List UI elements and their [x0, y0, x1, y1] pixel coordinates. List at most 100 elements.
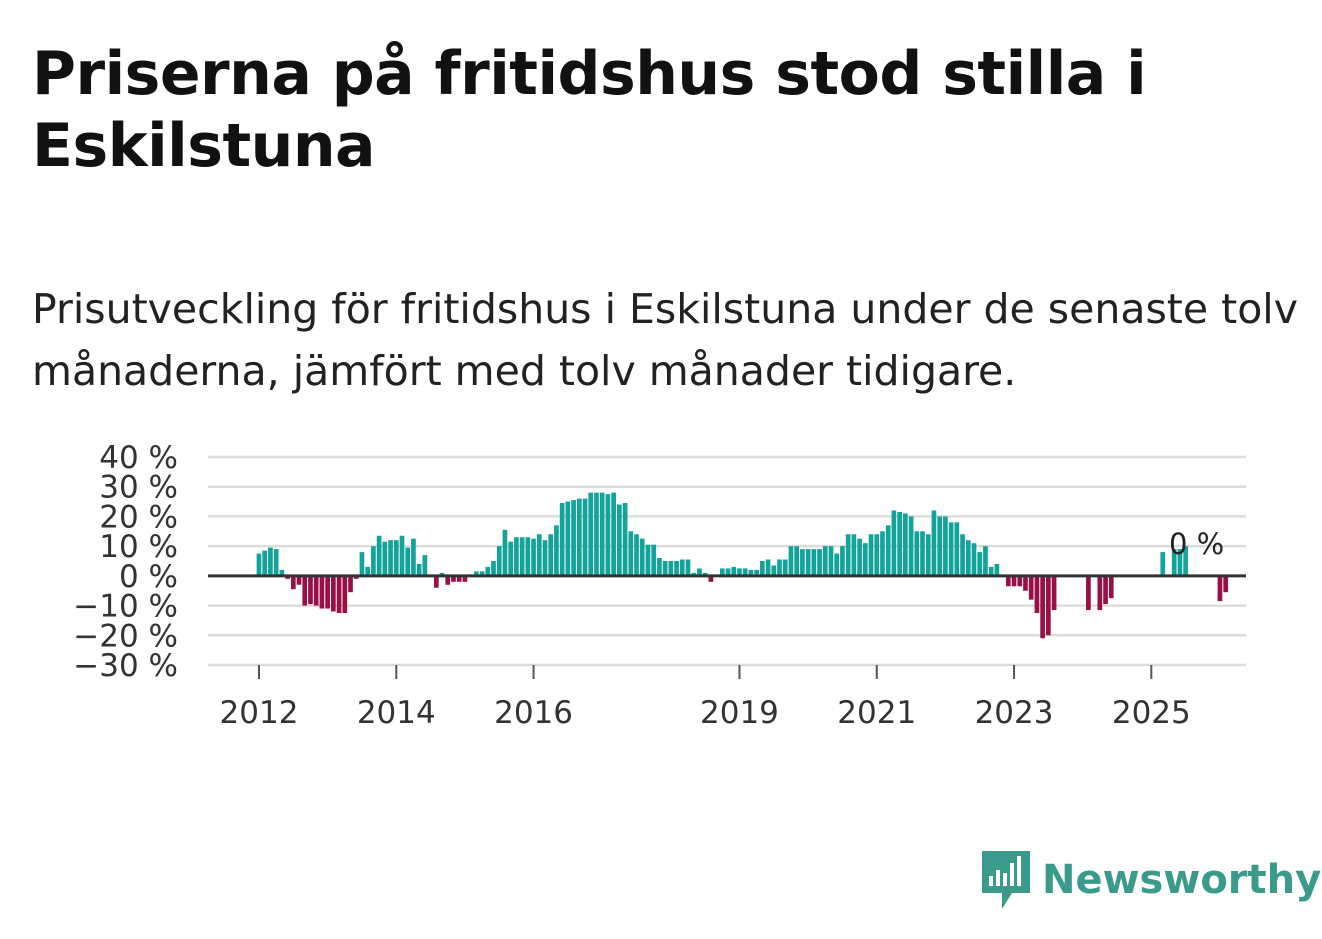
bar — [760, 561, 765, 576]
bar — [1040, 575, 1045, 639]
bar — [313, 575, 319, 606]
bar — [840, 546, 845, 576]
bar — [1097, 575, 1103, 611]
bar — [657, 558, 662, 576]
bar — [411, 538, 416, 576]
bar — [531, 538, 536, 576]
bar — [668, 561, 674, 576]
bar — [296, 575, 302, 585]
bar — [422, 555, 428, 576]
bar — [542, 540, 548, 576]
bar — [1011, 575, 1017, 587]
bar — [371, 546, 376, 576]
y-tick-label: 0 % — [119, 559, 178, 595]
bar — [1017, 575, 1023, 587]
bar — [576, 498, 582, 576]
bar — [1160, 552, 1166, 576]
bar — [662, 561, 668, 576]
x-tick-label: 2023 — [975, 695, 1054, 731]
y-tick-label: 20 % — [99, 499, 178, 535]
bar — [977, 552, 983, 576]
bar — [634, 534, 639, 576]
bar — [514, 537, 519, 576]
bar — [342, 575, 348, 613]
bar — [800, 549, 805, 576]
bar — [782, 559, 788, 576]
bar — [405, 547, 411, 576]
bar — [525, 537, 531, 576]
bar — [308, 575, 313, 605]
bar — [491, 561, 496, 576]
bar — [1005, 575, 1011, 587]
bar — [617, 504, 622, 576]
bar — [571, 500, 576, 576]
bar — [1223, 575, 1229, 593]
bar — [983, 546, 988, 576]
bar — [365, 566, 371, 576]
y-tick-label: 30 % — [99, 470, 178, 506]
bar — [748, 569, 754, 576]
bar — [937, 516, 943, 576]
bar — [794, 546, 800, 576]
bar — [628, 531, 634, 576]
bar — [273, 549, 279, 576]
bar — [805, 549, 811, 576]
bar — [960, 534, 965, 576]
bar — [685, 559, 691, 576]
x-tick-label: 2016 — [494, 695, 573, 731]
x-tick-label: 2012 — [220, 695, 299, 731]
bar — [554, 525, 559, 576]
bar — [920, 531, 925, 576]
bar — [719, 568, 725, 576]
bar — [399, 535, 405, 576]
bar — [622, 503, 628, 576]
bar — [1046, 575, 1051, 636]
bar — [462, 575, 468, 582]
bar — [908, 516, 914, 576]
x-tick-label: 2025 — [1112, 695, 1191, 731]
bar — [1217, 575, 1223, 602]
bar — [954, 522, 960, 576]
bar — [559, 503, 565, 576]
bar — [697, 568, 702, 576]
bar — [931, 510, 937, 576]
bar — [903, 513, 908, 576]
end-value-label: 0 % — [1169, 527, 1224, 561]
x-axis: 2012 2014 2016 2019 2021 2023 2025 — [208, 664, 1246, 731]
bar — [822, 546, 828, 576]
bar — [605, 494, 611, 576]
bar — [725, 568, 731, 576]
bar — [599, 492, 605, 576]
bar — [1177, 549, 1183, 576]
bar — [885, 525, 891, 576]
y-tick-label: 10 % — [99, 529, 178, 565]
bar — [988, 566, 994, 576]
y-tick-label: −10 % — [73, 589, 178, 625]
bar — [359, 552, 365, 576]
bar — [891, 510, 897, 576]
bar — [1103, 575, 1108, 605]
bar — [851, 534, 857, 576]
bar — [868, 534, 874, 576]
bar — [479, 571, 485, 576]
bar — [325, 575, 330, 609]
bar — [737, 568, 742, 576]
bar — [651, 544, 657, 576]
bar — [788, 546, 794, 576]
bar — [971, 543, 977, 576]
bar — [445, 575, 451, 585]
bars — [256, 492, 1229, 639]
bar — [1034, 575, 1040, 613]
bar — [433, 575, 439, 588]
bar — [594, 492, 599, 576]
bar — [548, 534, 554, 576]
bar — [679, 559, 685, 576]
newsworthy-logo: Newsworthy — [982, 851, 1321, 909]
logo-text: Newsworthy — [1042, 857, 1322, 903]
bar — [485, 566, 491, 576]
bar — [502, 529, 508, 576]
bar — [1028, 575, 1034, 600]
bar — [1023, 575, 1028, 591]
bar — [1086, 575, 1091, 611]
bar — [925, 534, 931, 576]
